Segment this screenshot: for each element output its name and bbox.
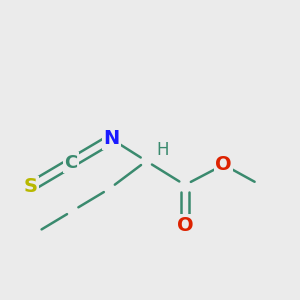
Text: S: S [23, 177, 38, 196]
Text: H: H [157, 141, 169, 159]
Text: H: H [156, 141, 170, 159]
Text: C: C [64, 154, 77, 172]
Text: O: O [177, 216, 193, 235]
Text: O: O [215, 155, 232, 174]
Text: N: N [103, 130, 119, 148]
